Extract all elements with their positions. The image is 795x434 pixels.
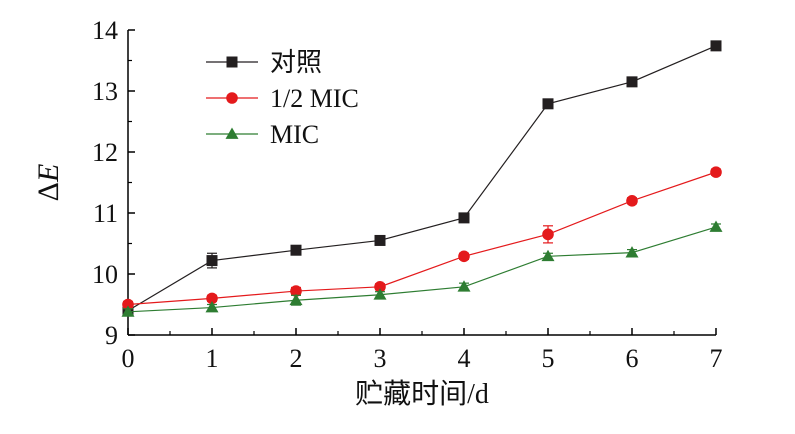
series-line (127, 171, 717, 306)
data-point (625, 246, 639, 258)
legend-marker (226, 92, 238, 104)
data-point (542, 98, 554, 110)
legend-item: 1/2 MIC (206, 84, 359, 113)
legend-label: MIC (270, 120, 319, 149)
x-tick-label: 5 (542, 344, 555, 373)
data-point (710, 40, 722, 52)
data-point (289, 293, 303, 306)
series-line (127, 226, 717, 313)
data-point (458, 250, 470, 263)
y-tick-label: 13 (92, 77, 118, 106)
data-point (541, 249, 555, 262)
data-point (626, 76, 638, 88)
data-point (290, 285, 302, 297)
data-point (457, 280, 471, 292)
data-point (374, 281, 386, 293)
legend-item: 对照 (206, 48, 322, 77)
data-point (206, 255, 218, 267)
y-tick-label: 10 (92, 260, 118, 289)
legend-marker (226, 56, 238, 68)
data-point (205, 301, 219, 313)
y-tick-label: 12 (92, 138, 118, 167)
data-point (373, 288, 387, 300)
data-point (121, 305, 135, 317)
series-layer (121, 40, 723, 317)
y-axis-label: ΔE (32, 164, 65, 202)
series-2 (122, 166, 722, 311)
data-point (374, 234, 386, 246)
x-tick-label: 7 (710, 344, 723, 373)
series-line (127, 45, 717, 312)
y-tick-label: 11 (93, 199, 118, 228)
data-point (626, 195, 638, 207)
legend-label: 1/2 MIC (270, 84, 359, 113)
y-tick-label: 14 (92, 16, 118, 45)
series-1 (122, 40, 722, 317)
data-point (542, 228, 554, 241)
x-tick-label: 6 (626, 344, 639, 373)
legend-label: 对照 (270, 48, 322, 77)
data-point (710, 166, 722, 178)
x-tick-label: 3 (374, 344, 387, 373)
x-tick-label: 1 (206, 344, 219, 373)
x-tick-label: 0 (122, 344, 135, 373)
x-tick-label: 4 (458, 344, 471, 373)
x-tick-label: 2 (290, 344, 303, 373)
legend-marker (225, 127, 239, 139)
series-3 (121, 220, 723, 317)
data-point (206, 292, 218, 305)
legend: 对照 1/2 MIC MIC (206, 48, 359, 149)
data-point (458, 212, 470, 224)
legend-item: MIC (206, 120, 319, 149)
data-point (122, 298, 134, 311)
data-point (709, 220, 723, 232)
x-axis-label: 贮藏时间/d (355, 378, 489, 410)
y-tick-label: 9 (105, 321, 118, 350)
data-point (290, 244, 302, 256)
